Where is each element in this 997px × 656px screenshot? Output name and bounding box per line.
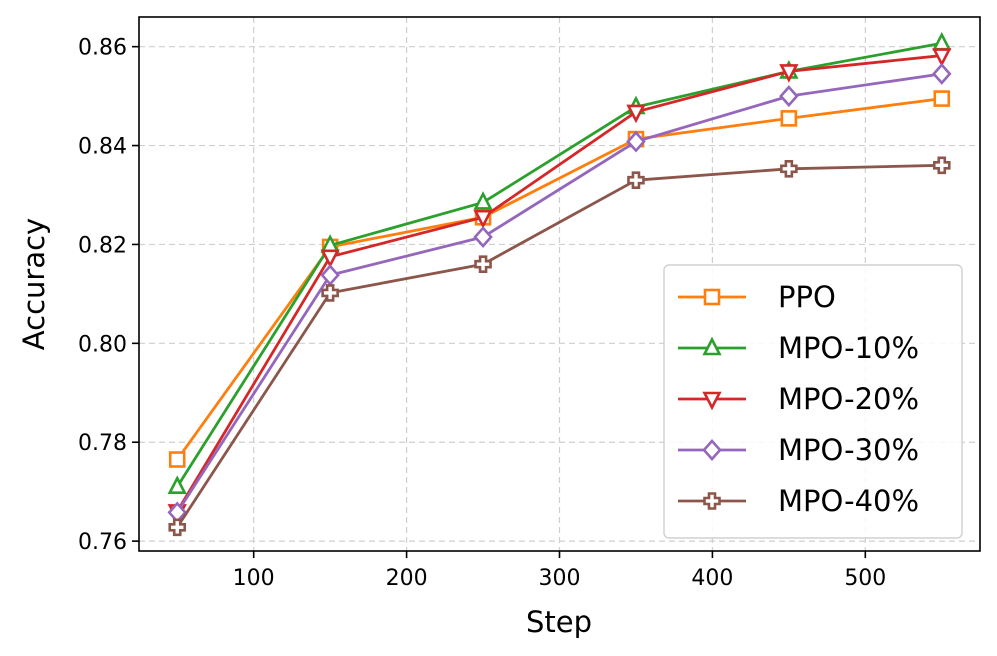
data-point-marker: [626, 130, 646, 153]
legend-item: PPO: [678, 280, 836, 314]
y-tick-label: 0.80: [78, 332, 127, 357]
x-tick-label: 500: [844, 566, 886, 591]
data-point-marker: [473, 209, 493, 229]
data-point-marker: [932, 31, 952, 51]
legend-marker: [703, 288, 721, 306]
series-line: [176, 54, 942, 513]
data-point-marker: [473, 226, 493, 248]
data-point-marker: [473, 191, 493, 210]
x-axis: 100 200 300 400 500: [233, 551, 886, 591]
series-mpo-40-: [168, 156, 951, 537]
series-line: [176, 163, 942, 529]
legend-label: MPO-30%: [778, 433, 919, 467]
legend-marker: [702, 336, 722, 356]
legend-item: MPO-20%: [678, 382, 919, 416]
x-tick-label: 200: [386, 566, 428, 591]
legend-item: MPO-10%: [678, 331, 919, 365]
series-layer: [167, 31, 952, 537]
data-point-marker: [168, 451, 186, 468]
legend-marker: [703, 492, 721, 510]
data-point-marker: [933, 90, 951, 107]
data-point-marker: [779, 64, 799, 83]
data-point-marker: [626, 104, 646, 124]
legend: PPO MPO-10% MPO-20% MPO-30% MPO-40%: [663, 264, 963, 539]
legend-label: MPO-40%: [778, 484, 919, 518]
legend-marker: [702, 391, 722, 411]
series-line: [176, 97, 942, 461]
series-line: [176, 72, 942, 514]
data-point-marker: [321, 284, 339, 302]
legend-marker: [702, 439, 722, 461]
legend-item: MPO-30%: [678, 433, 919, 467]
data-point-marker: [932, 48, 952, 67]
x-axis-label: Step: [526, 605, 592, 639]
legend-label: PPO: [778, 280, 836, 314]
data-point-marker: [168, 518, 187, 537]
series-mpo-30-: [167, 62, 952, 524]
legend-box: [663, 264, 963, 539]
data-point-marker: [932, 62, 952, 85]
y-tick-label: 0.78: [78, 431, 127, 456]
data-point-marker: [932, 156, 951, 175]
y-tick-label: 0.86: [78, 36, 127, 61]
y-tick-label: 0.84: [78, 135, 127, 160]
y-axis-label: Accuracy: [17, 218, 51, 350]
y-tick-label: 0.76: [78, 530, 127, 555]
legend-label: MPO-20%: [778, 382, 919, 416]
x-tick-label: 300: [539, 566, 581, 591]
data-point-marker: [167, 475, 187, 495]
x-tick-label: 400: [691, 566, 733, 591]
y-axis: 0.76 0.78 0.80 0.82 0.84 0.86: [78, 36, 139, 555]
data-point-marker: [474, 255, 492, 274]
data-point-marker: [780, 110, 798, 127]
data-point-marker: [627, 171, 645, 189]
legend-item: MPO-40%: [678, 484, 919, 518]
series-mpo-10-: [167, 31, 952, 495]
x-tick-label: 100: [233, 566, 275, 591]
data-point-marker: [320, 249, 340, 269]
series-line: [176, 41, 943, 488]
y-tick-label: 0.82: [78, 233, 127, 258]
data-point-marker: [780, 159, 798, 178]
data-point-marker: [779, 85, 799, 108]
legend-label: MPO-10%: [778, 331, 919, 365]
